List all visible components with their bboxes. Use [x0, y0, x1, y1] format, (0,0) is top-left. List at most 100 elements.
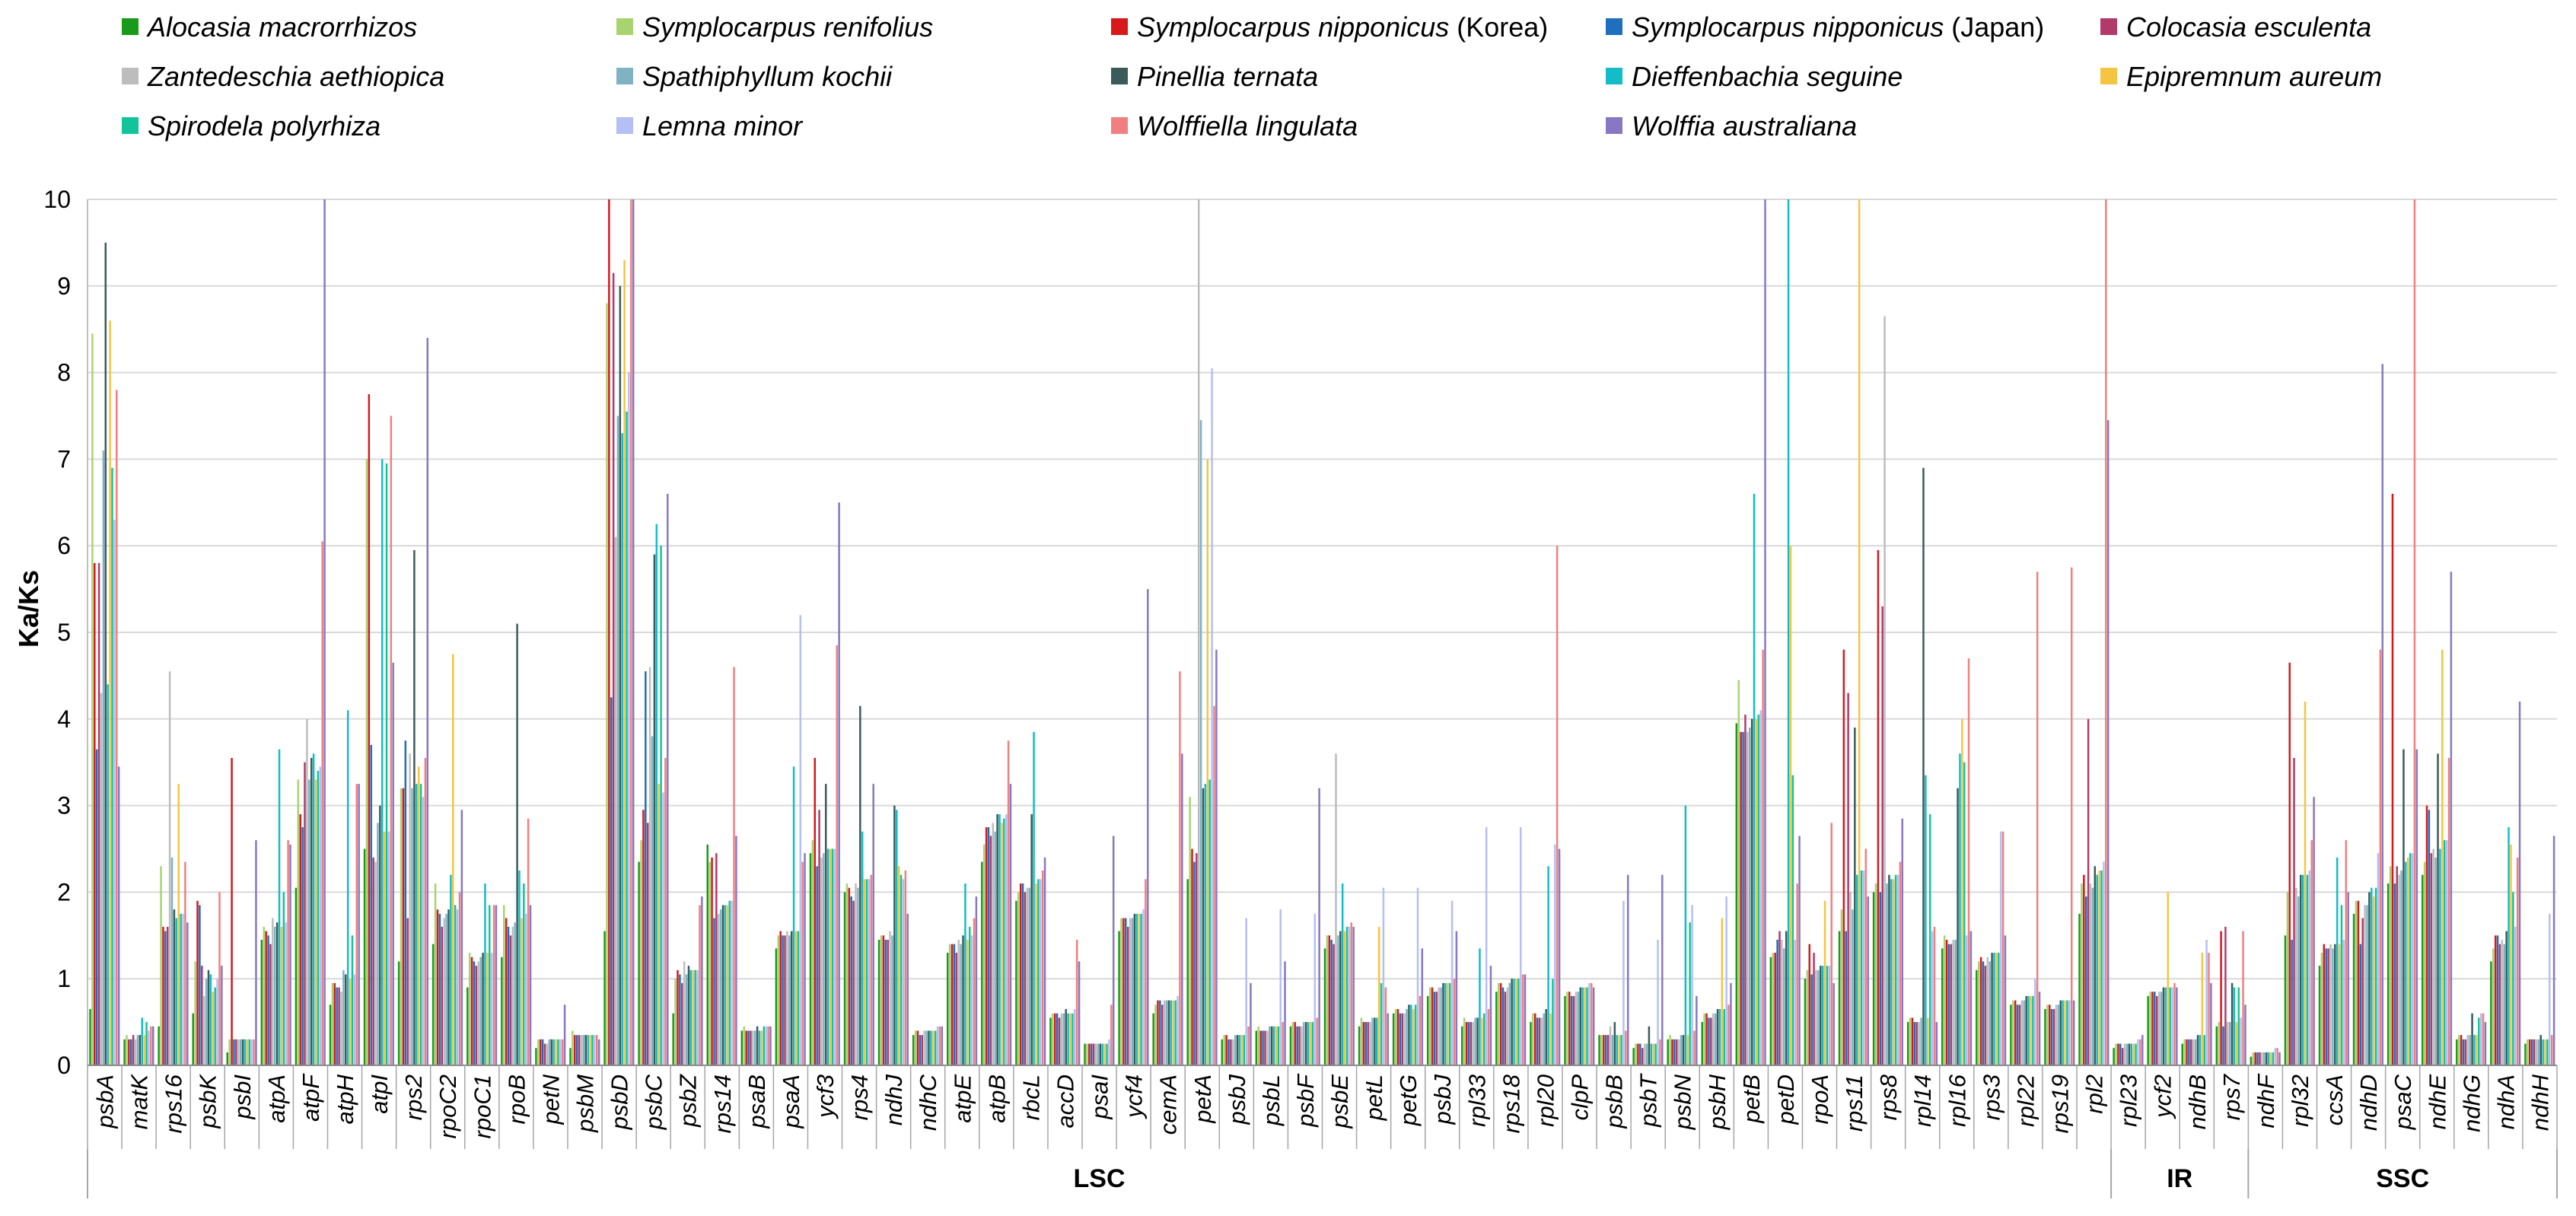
bar — [2409, 853, 2412, 1065]
bar — [2518, 702, 2521, 1065]
bar — [1959, 753, 1961, 1065]
bar — [726, 905, 729, 1065]
bar — [2084, 896, 2087, 1065]
bar — [1823, 900, 1826, 1065]
bar — [1568, 992, 1571, 1065]
bar — [527, 818, 530, 1065]
bar — [2313, 797, 2315, 1065]
bar — [1892, 879, 1895, 1065]
bar — [799, 615, 802, 1065]
bar — [916, 1030, 919, 1065]
bar — [2113, 1048, 2115, 1065]
bar — [2091, 887, 2094, 1065]
bar — [353, 974, 356, 1065]
x-tick-label: ycf3 — [812, 1074, 839, 1119]
x-tick-label: rpoB — [503, 1074, 530, 1124]
bar — [1584, 987, 1586, 1065]
bar — [2068, 1000, 2071, 1065]
bar — [2405, 861, 2407, 1065]
x-tick-label: ndhG — [2458, 1074, 2485, 1132]
bar — [323, 199, 326, 1065]
bar — [2535, 1039, 2538, 1065]
bar — [989, 836, 992, 1065]
bar — [1126, 926, 1129, 1065]
bar — [1989, 961, 1991, 1065]
bar — [1918, 1022, 1920, 1065]
bar — [962, 935, 964, 1065]
bar — [1206, 459, 1209, 1065]
bar — [1854, 727, 1856, 1065]
bar — [2374, 887, 2377, 1065]
bar — [660, 546, 662, 1065]
bar — [2421, 874, 2424, 1065]
legend-swatch — [1111, 18, 1128, 35]
bar — [248, 1039, 250, 1065]
bar — [2227, 1022, 2229, 1065]
bar — [1075, 939, 1078, 1065]
bar — [1611, 1035, 1614, 1065]
bar — [221, 966, 223, 1065]
bar — [2503, 944, 2505, 1065]
bar — [2094, 866, 2097, 1065]
x-tick-label: matK — [126, 1074, 153, 1130]
bar — [409, 753, 411, 1065]
x-tick-label: ndhA — [2492, 1074, 2519, 1129]
bar — [329, 1004, 332, 1065]
bar — [1438, 987, 1440, 1065]
bar — [1808, 944, 1811, 1065]
bar — [2411, 853, 2414, 1065]
bar — [173, 909, 176, 1065]
bar — [555, 1039, 557, 1065]
bar — [2542, 1039, 2544, 1065]
bar — [1277, 1026, 1280, 1065]
bar — [877, 939, 880, 1065]
bar — [645, 671, 647, 1065]
bar — [477, 961, 479, 1065]
bar — [2215, 1026, 2218, 1065]
bar — [559, 1039, 562, 1065]
bar — [209, 974, 212, 1065]
bar — [587, 1035, 589, 1065]
bar — [674, 979, 677, 1065]
x-tick-label: ndhJ — [880, 1074, 907, 1126]
bar — [2098, 870, 2100, 1065]
bar — [2208, 953, 2210, 1065]
bar — [2549, 913, 2551, 1065]
bar — [1881, 606, 1883, 1065]
bar — [1639, 1043, 1641, 1065]
bar — [1543, 1013, 1546, 1065]
bar — [1442, 982, 1444, 1065]
bar — [295, 887, 298, 1065]
bar — [1635, 1043, 1637, 1065]
bar — [902, 879, 905, 1065]
bar — [333, 982, 336, 1065]
bar — [1787, 199, 1790, 1065]
bar — [94, 562, 96, 1065]
bar — [1172, 1000, 1174, 1065]
bar — [486, 953, 489, 1065]
bar — [733, 667, 735, 1065]
bar — [413, 549, 416, 1065]
bar — [1380, 982, 1383, 1065]
bar — [2192, 1039, 2195, 1065]
bar — [1433, 992, 1436, 1065]
bar — [2391, 493, 2394, 1065]
bar — [1140, 913, 1142, 1065]
bar — [314, 779, 317, 1065]
bar — [1855, 874, 1858, 1065]
bar — [524, 913, 527, 1065]
bar — [1323, 948, 1326, 1065]
bar — [2267, 1052, 2270, 1065]
y-tick-label: 3 — [57, 792, 71, 820]
bar — [850, 896, 852, 1065]
bar — [1479, 948, 1481, 1065]
bar — [824, 784, 827, 1065]
bar — [1772, 953, 1775, 1065]
bar — [2318, 966, 2321, 1065]
bar — [1769, 957, 1772, 1065]
bar — [308, 779, 310, 1065]
bar — [1165, 1000, 1168, 1065]
x-tick-label: rps14 — [709, 1074, 736, 1134]
bar — [1879, 892, 1882, 1065]
bar — [2364, 905, 2366, 1065]
